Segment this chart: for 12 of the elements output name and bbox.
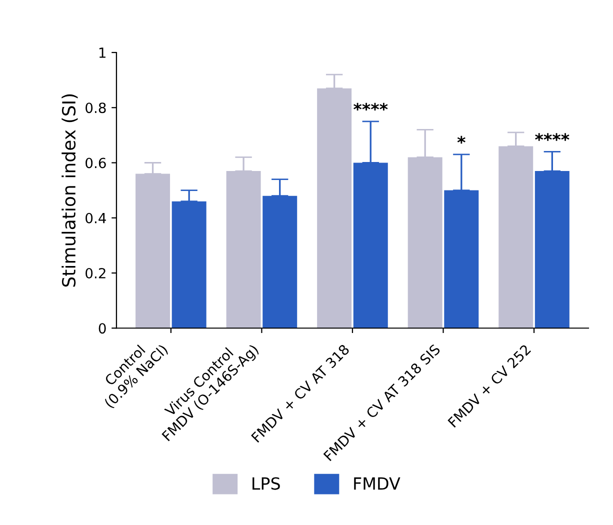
legend-label: LPS — [252, 477, 280, 490]
y-tick-label: 0 — [98, 323, 106, 334]
y-tick-label: 0.8 — [86, 102, 106, 114]
annotation: **** — [354, 102, 388, 111]
y-tick-label: 0.6 — [86, 158, 106, 168]
legend-label: FMDV — [354, 477, 400, 490]
y-axis-title: Stimulation index (SI) — [62, 94, 78, 287]
annotation: * — [457, 136, 466, 144]
y-tick-label: 0.2 — [86, 268, 106, 278]
y-tick-label: 0.4 — [86, 212, 106, 224]
annotation: **** — [535, 133, 570, 141]
y-tick-label: 1 — [99, 48, 106, 58]
